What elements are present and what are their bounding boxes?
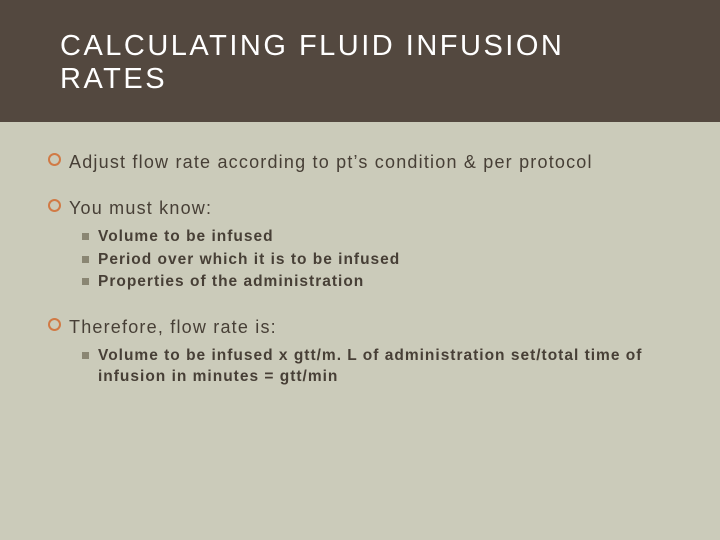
sub-bullet-list: Volume to be infused x gtt/m. L of admin… xyxy=(82,346,672,388)
title-band: CALCULATING FLUID INFUSION RATES xyxy=(0,0,720,122)
sub-bullet: Period over which it is to be infused xyxy=(82,250,672,271)
square-bullet-icon xyxy=(82,278,89,285)
sub-bullet-text: Volume to be infused xyxy=(98,227,274,248)
bullet-lvl1: Therefore, flow rate is: Volume to be in… xyxy=(48,315,672,387)
bullet-text: You must know: xyxy=(69,196,212,220)
slide: CALCULATING FLUID INFUSION RATES Adjust … xyxy=(0,0,720,540)
sub-bullet: Properties of the administration xyxy=(82,272,672,293)
square-bullet-icon xyxy=(82,233,89,240)
slide-content: Adjust flow rate according to pt’s condi… xyxy=(0,122,720,388)
square-bullet-icon xyxy=(82,352,89,359)
slide-title: CALCULATING FLUID INFUSION RATES xyxy=(60,30,680,96)
ring-bullet-icon xyxy=(48,318,61,331)
sub-bullet-text: Volume to be infused x gtt/m. L of admin… xyxy=(98,346,672,388)
bullet-row: Therefore, flow rate is: xyxy=(48,315,672,339)
bullet-row: You must know: xyxy=(48,196,672,220)
sub-bullet: Volume to be infused xyxy=(82,227,672,248)
bullet-lvl1: You must know: Volume to be infused Peri… xyxy=(48,196,672,293)
sub-bullet: Volume to be infused x gtt/m. L of admin… xyxy=(82,346,672,388)
bullet-row: Adjust flow rate according to pt’s condi… xyxy=(48,150,672,174)
bullet-text: Adjust flow rate according to pt’s condi… xyxy=(69,150,593,174)
sub-bullet-list: Volume to be infused Period over which i… xyxy=(82,227,672,294)
bullet-lvl1: Adjust flow rate according to pt’s condi… xyxy=(48,150,672,174)
sub-bullet-text: Properties of the administration xyxy=(98,272,364,293)
bullet-text: Therefore, flow rate is: xyxy=(69,315,277,339)
square-bullet-icon xyxy=(82,256,89,263)
ring-bullet-icon xyxy=(48,199,61,212)
sub-bullet-text: Period over which it is to be infused xyxy=(98,250,400,271)
ring-bullet-icon xyxy=(48,153,61,166)
